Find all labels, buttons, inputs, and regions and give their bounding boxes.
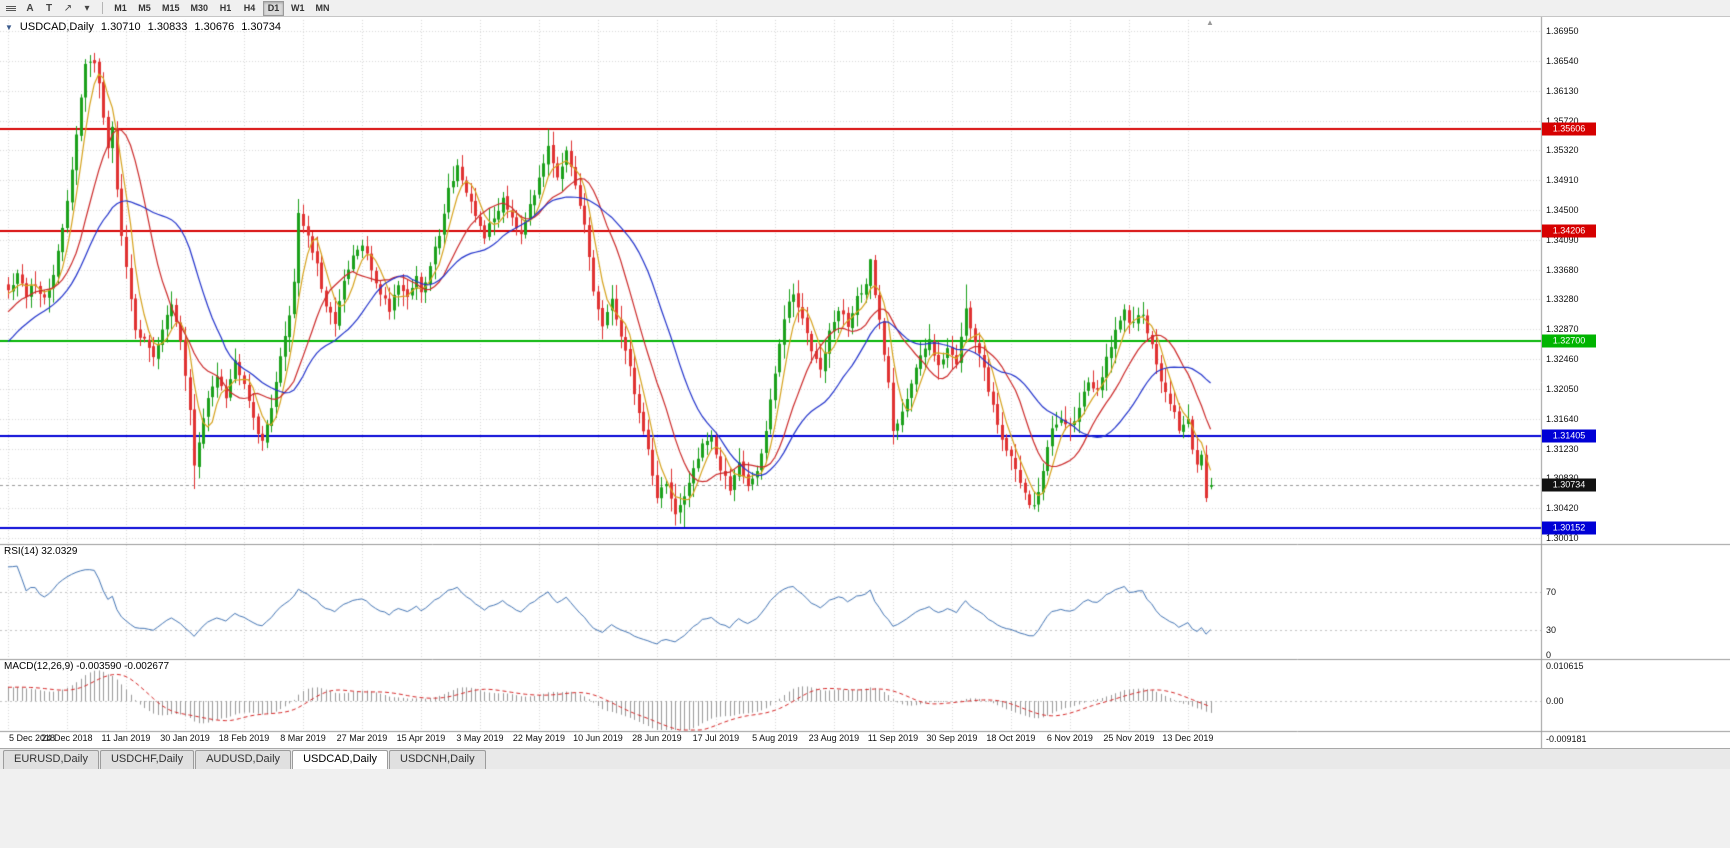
current-price-badge: 1.30734 [1542,478,1596,492]
timeframe-button-h4[interactable]: H4 [239,1,260,16]
price-axis-tick: 1.30010 [1546,532,1579,543]
price-axis-tick: 1.33280 [1546,294,1579,305]
timeframe-button-mn[interactable]: MN [312,1,334,16]
timeframe-button-w1[interactable]: W1 [287,1,309,16]
template-tool-button[interactable]: T [45,2,53,14]
time-axis-label: 18 Oct 2019 [986,733,1036,743]
price-axis-tick: 1.31230 [1546,443,1579,454]
tab-audusd-daily[interactable]: AUDUSD,Daily [195,750,292,769]
price-axis-tick: 1.34910 [1546,175,1579,186]
chart-tabs-bar: EURUSD,Daily USDCHF,Daily AUDUSD,Daily U… [0,748,1730,769]
price-axis-tick: 1.36130 [1546,85,1579,96]
rsi-panel-title: RSI(14) 32.0329 [4,546,78,557]
level-price-badge: 1.34206 [1542,224,1596,238]
time-axis-label: 15 Apr 2019 [396,733,446,743]
price-axis-tick: 1.32460 [1546,353,1579,364]
macd-axis-label: 0.00 [1546,696,1564,706]
chart-shift-marker[interactable]: ▲ [1206,18,1214,27]
time-axis-label: 30 Jan 2019 [160,733,210,743]
draw-tool-icon[interactable]: ↗ [63,2,73,14]
timeframe-button-h1[interactable]: H1 [215,1,236,16]
price-axis-tick: 1.36540 [1546,55,1579,66]
time-axis-label: 24 Dec 2018 [41,733,93,743]
time-axis-label: 17 Jul 2019 [692,733,740,743]
bars-glyph [6,5,16,12]
time-axis-label: 18 Feb 2019 [218,733,270,743]
chart-symbol-label: USDCAD,Daily [19,21,94,33]
status-area [0,769,1730,848]
ohlc-low: 1.30676 [194,21,235,33]
rsi-axis-label: 0 [1546,650,1552,660]
time-axis-label: 11 Jan 2019 [101,733,151,743]
time-axis-label: 6 Nov 2019 [1046,733,1093,743]
time-axis-label: 5 Dec 2018 [8,733,56,743]
tab-usdcad-daily[interactable]: USDCAD,Daily [292,750,389,769]
time-axis-label: 11 Sep 2019 [867,733,919,743]
price-axis-tick: 1.32050 [1546,383,1579,394]
tab-usdchf-daily[interactable]: USDCHF,Daily [99,750,195,769]
price-axis-tick: 1.33680 [1546,264,1579,275]
toolbar-separator [102,2,103,14]
timeframe-button-d1[interactable]: D1 [263,0,285,16]
timeframe-button-m15[interactable]: M15 [158,1,184,16]
time-axis-label: 22 May 2019 [512,733,565,743]
price-axis-tick: 1.31640 [1546,413,1579,424]
macd-axis-label: -0.009181 [1546,734,1587,744]
time-axis-label: 10 Jun 2019 [573,733,623,743]
price-axis-tick: 1.35720 [1546,115,1579,126]
time-axis-label: 3 May 2019 [456,733,504,743]
rsi-axis-label: 30 [1546,625,1557,635]
top-toolbar: A T ↗ ▾ M1 M5 M15 M30 H1 H4 D1 W1 MN [0,0,1730,17]
macd-panel-title: MACD(12,26,9) -0.003590 -0.002677 [4,661,170,672]
price-axis-tick: 1.30420 [1546,503,1579,514]
tab-usdcnh-daily[interactable]: USDCNH,Daily [389,750,486,769]
time-axis-label: 30 Sep 2019 [926,733,978,743]
ohlc-close: 1.30734 [241,21,281,33]
text-tool-button[interactable]: A [26,2,34,14]
timeframe-button-m1[interactable]: M1 [110,1,131,16]
timeframe-button-m30[interactable]: M30 [187,1,213,16]
time-axis-label: 27 Mar 2019 [336,733,388,743]
time-axis-label: 5 Aug 2019 [752,733,798,743]
time-axis-label: 28 Jun 2019 [632,733,682,743]
price-chart-canvas[interactable] [0,17,1730,748]
price-axis-tick: 1.30830 [1546,473,1579,483]
chart-area: ▼ USDCAD,Daily 1.30710 1.30833 1.30676 1… [0,17,1730,748]
level-price-badge: 1.30152 [1542,521,1596,535]
level-price-badge: 1.31405 [1542,429,1596,443]
time-axis-label: 13 Dec 2019 [1162,733,1214,743]
dropdown-caret-icon[interactable]: ▾ [84,2,90,14]
price-axis-tick: 1.32870 [1546,324,1579,335]
rsi-axis-label: 70 [1546,587,1557,597]
ohlc-high: 1.30833 [147,21,188,33]
chart-list-icon[interactable] [3,1,19,16]
ohlc-open: 1.30710 [100,21,141,33]
time-axis-label: 25 Nov 2019 [1103,733,1155,743]
price-axis-tick: 1.35320 [1546,145,1579,156]
price-axis-tick: 1.34090 [1546,234,1579,245]
level-price-badge: 1.32700 [1542,334,1596,348]
timeframe-button-m5[interactable]: M5 [134,1,155,16]
price-axis-tick: 1.36950 [1546,26,1579,36]
macd-axis-label: 0.010615 [1546,660,1584,671]
chart-ohlc-header: ▼ USDCAD,Daily 1.30710 1.30833 1.30676 1… [5,21,281,33]
level-price-badge: 1.35606 [1542,122,1596,136]
time-axis-label: 8 Mar 2019 [280,733,326,743]
time-axis-label: 23 Aug 2019 [808,733,860,743]
price-axis-tick: 1.34500 [1546,204,1579,215]
tab-eurusd-daily[interactable]: EURUSD,Daily [3,750,99,769]
symbol-collapse-icon[interactable]: ▼ [5,22,13,32]
